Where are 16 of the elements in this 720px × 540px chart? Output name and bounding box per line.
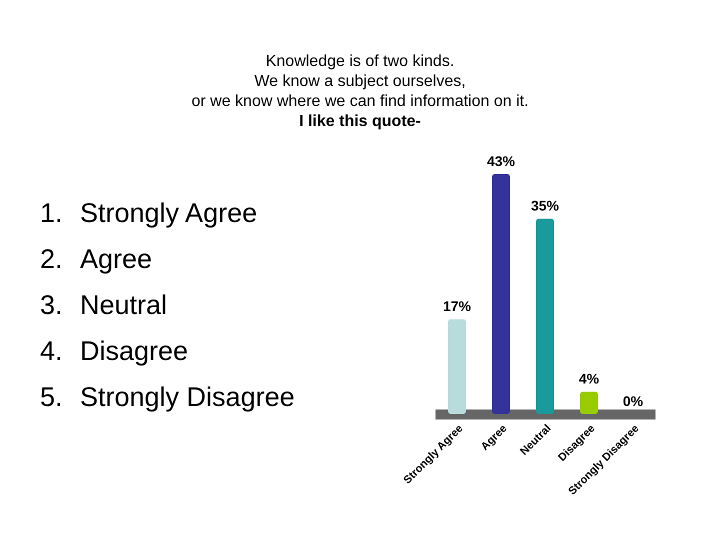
- text: 2. Agree: [40, 243, 154, 276]
- bar: [536, 218, 554, 414]
- chart-title: Knowledge is of two kinds. We know a subject ourselves, or we know where we can find information on it.: [190, 52, 530, 112]
- bar: [448, 319, 466, 414]
- data-label: 35%: [530, 198, 560, 214]
- bar: [492, 174, 510, 414]
- text: 4. Disagree: [40, 335, 190, 368]
- text: 5. Strongly Disagree: [40, 381, 295, 414]
- chart-subtitle: I like this quote-: [298, 112, 422, 132]
- text: 1. Strongly Agree: [40, 197, 258, 230]
- data-label: 17%: [442, 298, 472, 314]
- data-label: 4%: [578, 370, 600, 387]
- data-label: 43%: [486, 153, 516, 169]
- data-label: 0%: [622, 393, 644, 409]
- text: 3. Neutral: [40, 289, 168, 322]
- bar: [580, 392, 598, 414]
